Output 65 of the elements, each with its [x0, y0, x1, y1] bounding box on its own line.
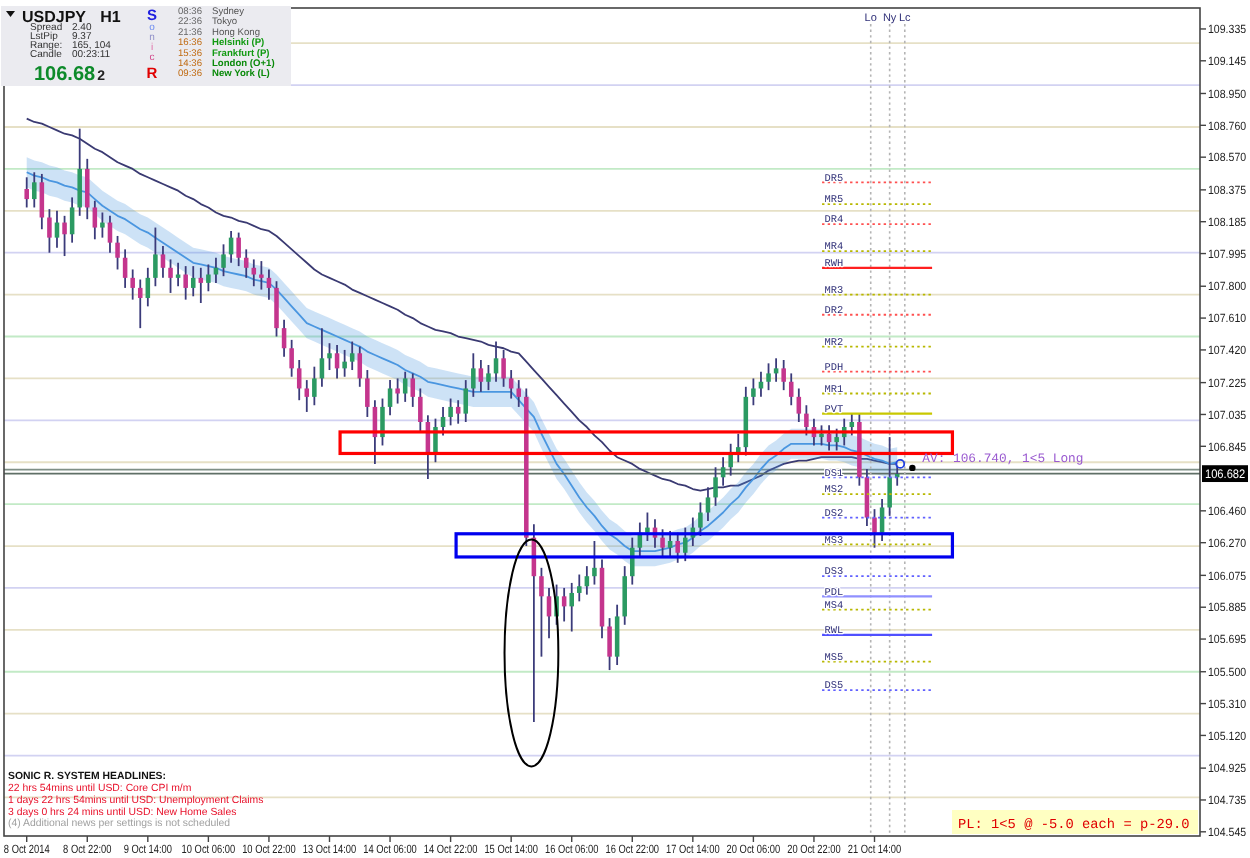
candlestick	[47, 208, 52, 254]
candlestick	[206, 263, 211, 293]
candlestick	[100, 211, 105, 239]
candlestick	[728, 442, 733, 477]
candlestick	[478, 359, 484, 393]
chart-title: USDJPY H1	[22, 8, 122, 26]
candlestick	[259, 260, 264, 291]
candlestick	[190, 265, 196, 298]
candlestick	[834, 427, 839, 452]
candlestick	[236, 231, 241, 268]
candlestick	[32, 171, 37, 209]
candlestick	[501, 349, 506, 388]
candlestick	[781, 359, 786, 392]
candlestick	[349, 340, 355, 371]
candlestick	[24, 176, 29, 209]
candlestick	[418, 387, 423, 433]
candlestick	[183, 265, 188, 301]
candlestick	[365, 369, 370, 418]
candlestick	[402, 370, 408, 403]
candlestick	[804, 404, 809, 437]
candlestick	[274, 280, 279, 338]
candlestick	[221, 243, 226, 278]
candlestick	[395, 377, 400, 405]
candlestick	[62, 214, 67, 257]
candlestick	[213, 256, 219, 284]
candlestick	[410, 372, 416, 408]
candlestick	[766, 362, 771, 392]
candlestick	[675, 531, 680, 564]
candlestick	[289, 338, 294, 378]
candlestick	[471, 352, 476, 398]
candlestick	[539, 566, 544, 658]
candlestick	[312, 365, 317, 407]
candlestick	[667, 530, 673, 557]
candlestick	[660, 528, 665, 559]
candlestick	[304, 379, 310, 413]
candlestick	[592, 540, 597, 586]
candlestick	[698, 501, 703, 537]
candlestick	[751, 377, 756, 407]
candlestick	[448, 397, 453, 427]
candlestick	[516, 379, 522, 408]
candlestick	[137, 278, 143, 330]
candlestick	[77, 127, 82, 217]
candlestick	[463, 379, 469, 423]
candlestick	[130, 268, 135, 301]
candlestick	[251, 258, 257, 288]
candlestick	[168, 258, 173, 294]
candlestick	[327, 342, 332, 371]
candlestick	[160, 245, 166, 279]
candlestick	[85, 157, 90, 221]
candlestick	[682, 526, 688, 563]
candlestick	[455, 399, 461, 425]
candlestick	[92, 199, 98, 241]
candlestick	[872, 508, 877, 549]
candlestick	[115, 235, 120, 271]
candlestick	[788, 372, 794, 407]
candlestick	[153, 226, 158, 288]
candlestick	[607, 617, 612, 671]
candlestick	[569, 582, 574, 633]
candlestick	[577, 573, 582, 603]
candlestick	[387, 379, 393, 417]
candlestick	[39, 173, 45, 231]
candlestick	[614, 603, 620, 666]
candlestick	[486, 364, 491, 392]
candlestick	[342, 349, 347, 378]
candlestick	[622, 565, 627, 626]
